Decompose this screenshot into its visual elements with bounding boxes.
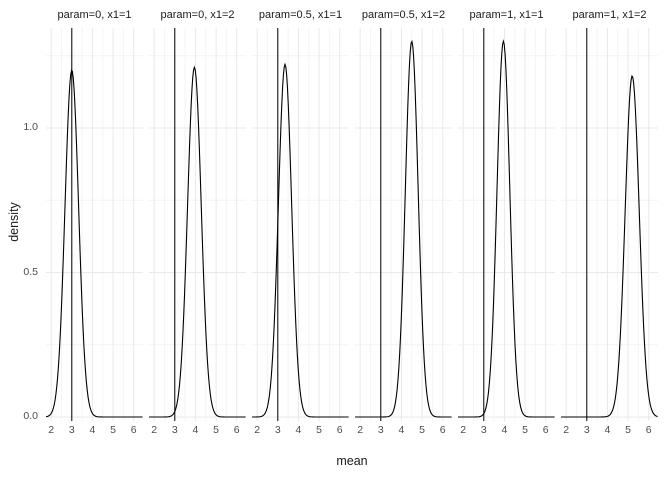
- x-axis-ticks: 2 3 4 5 6: [149, 421, 246, 437]
- x-tick-label: 2: [563, 424, 570, 436]
- facet-strip-label: param=0, x1=1: [57, 9, 132, 21]
- x-tick-label: 2: [357, 424, 364, 436]
- x-tick-label: 3: [68, 424, 75, 436]
- y-axis-ticks: 0.0 0.5 1.0: [0, 28, 40, 428]
- x-tick-label: 2: [254, 424, 261, 436]
- density-curve: [355, 39, 452, 418]
- x-tick-label: 2: [48, 424, 55, 436]
- x-tick-label: 6: [233, 424, 240, 436]
- facet-plot-area: [46, 28, 143, 421]
- y-tick-label: 0.5: [23, 265, 38, 278]
- x-tick-label: 5: [213, 424, 219, 436]
- panels: param=0, x1=1 2 3 4 5 6 param=0, x1=2 2 3 4 5 6 para…: [46, 6, 658, 437]
- x-axis-title: mean: [336, 454, 368, 468]
- x-tick-label: 6: [439, 424, 446, 436]
- x-tick-label: 4: [604, 424, 611, 436]
- x-tick-label: 3: [480, 424, 487, 436]
- x-axis-ticks: 2 3 4 5 6: [458, 421, 555, 437]
- facet-plot-area: [149, 28, 246, 421]
- density-curve: [46, 68, 143, 418]
- x-tick-label: 5: [419, 424, 425, 436]
- x-tick-label: 4: [501, 424, 508, 436]
- facet-panel: param=1, x1=2 2 3 4 5 6: [561, 6, 658, 437]
- facet-plot-area: [252, 28, 349, 421]
- x-tick-label: 6: [130, 424, 137, 436]
- x-tick-label: 2: [151, 424, 158, 436]
- x-tick-label: 3: [171, 424, 178, 436]
- facet-panel: param=0.5, x1=2 2 3 4 5 6: [355, 6, 452, 437]
- x-tick-label: 4: [398, 424, 405, 436]
- facet-plot-area: [458, 28, 555, 421]
- x-tick-label: 4: [192, 424, 199, 436]
- x-tick-label: 5: [110, 424, 116, 436]
- facet-panel: param=1, x1=1 2 3 4 5 6: [458, 6, 555, 437]
- y-tick-label: 1.0: [23, 121, 38, 133]
- facet-plot-area: [561, 28, 658, 421]
- facet-plot-area: [355, 28, 452, 421]
- x-tick-label: 5: [316, 424, 322, 436]
- x-axis-ticks: 2 3 4 5 6: [561, 421, 658, 437]
- x-tick-label: 3: [274, 424, 281, 436]
- facet-panel: param=0.5, x1=1 2 3 4 5 6: [252, 6, 349, 437]
- x-tick-label: 5: [625, 424, 631, 436]
- x-tick-label: 5: [522, 424, 528, 436]
- density-curve: [458, 39, 555, 418]
- density-curve: [149, 65, 246, 418]
- x-axis-ticks: 2 3 4 5 6: [355, 421, 452, 437]
- facet-panel: param=0, x1=1 2 3 4 5 6: [46, 6, 143, 437]
- facet-strip-label: param=0.5, x1=2: [361, 9, 446, 21]
- density-curve: [561, 74, 658, 418]
- y-tick-label: 0.0: [23, 410, 38, 422]
- facet-strip-label: param=0, x1=2: [160, 9, 235, 21]
- x-tick-label: 6: [645, 424, 652, 436]
- facet-panel: param=0, x1=2 2 3 4 5 6: [149, 6, 246, 437]
- x-tick-label: 4: [89, 424, 96, 436]
- x-tick-label: 4: [295, 424, 302, 436]
- facet-strip-label: param=1, x1=2: [572, 9, 647, 21]
- x-tick-label: 6: [336, 424, 343, 436]
- x-tick-label: 3: [583, 424, 590, 436]
- x-axis-ticks: 2 3 4 5 6: [46, 421, 143, 437]
- density-curve: [252, 62, 349, 418]
- x-tick-label: 2: [460, 424, 467, 436]
- x-tick-label: 3: [377, 424, 384, 436]
- facet-strip-label: param=0.5, x1=1: [258, 9, 343, 21]
- x-tick-label: 6: [542, 424, 549, 436]
- x-axis-ticks: 2 3 4 5 6: [252, 421, 349, 437]
- facet-strip-label: param=1, x1=1: [469, 9, 544, 21]
